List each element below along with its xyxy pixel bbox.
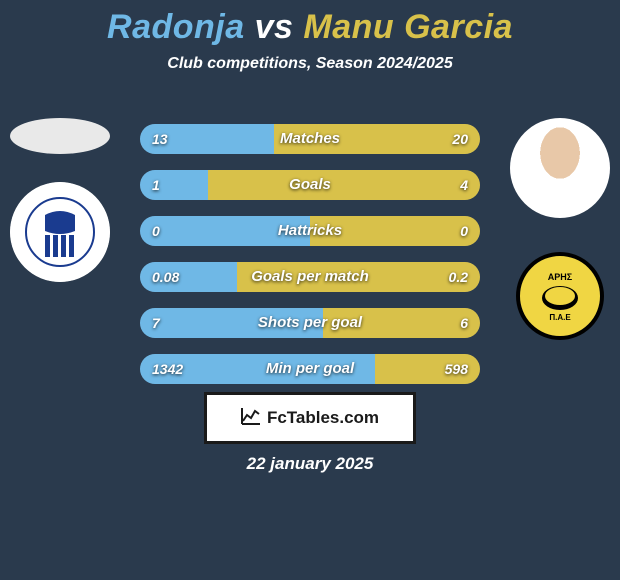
- chart-icon: [241, 407, 261, 430]
- player1-club-badge: [10, 182, 110, 282]
- stat-row: 14Goals: [140, 170, 480, 200]
- stat-label: Matches: [140, 124, 480, 154]
- aris-badge: ΑΡΗΣ Π.Α.Ε: [516, 252, 604, 340]
- stat-label: Shots per goal: [140, 308, 480, 338]
- stat-label: Goals: [140, 170, 480, 200]
- title-player1: Radonja: [107, 8, 245, 46]
- stat-label: Hattricks: [140, 216, 480, 246]
- svg-text:Π.Α.Ε: Π.Α.Ε: [549, 313, 571, 322]
- stat-row: 1342598Min per goal: [140, 354, 480, 384]
- brand-text: FcTables.com: [267, 408, 379, 428]
- stat-row: 0.080.2Goals per match: [140, 262, 480, 292]
- stat-row: 76Shots per goal: [140, 308, 480, 338]
- title-vs: vs: [255, 8, 294, 46]
- aris-badge-icon: ΑΡΗΣ Π.Α.Ε: [530, 266, 590, 326]
- title-player2: Manu Garcia: [303, 8, 513, 46]
- stats-bars: 1320Matches 14Goals 00Hattricks 0.080.2Goal…: [140, 124, 480, 400]
- lamia-badge-icon: [25, 197, 95, 267]
- player2-avatar: [510, 118, 610, 218]
- player1-avatar: [10, 118, 110, 154]
- stat-label: Goals per match: [140, 262, 480, 292]
- stat-label: Min per goal: [140, 354, 480, 384]
- brand-card: FcTables.com: [204, 392, 416, 444]
- header: Radonja vs Manu Garcia Club competitions…: [0, 0, 620, 77]
- left-avatar-column: [10, 118, 110, 310]
- player2-face-placeholder: [510, 118, 610, 218]
- footer-date: 22 january 2025: [0, 454, 620, 474]
- stat-row: 1320Matches: [140, 124, 480, 154]
- stat-row: 00Hattricks: [140, 216, 480, 246]
- right-avatar-column: ΑΡΗΣ Π.Α.Ε: [510, 118, 610, 374]
- subtitle: Club competitions, Season 2024/2025: [0, 55, 620, 73]
- lamia-badge: [10, 182, 110, 282]
- page-title: Radonja vs Manu Garcia: [0, 8, 620, 47]
- svg-text:ΑΡΗΣ: ΑΡΗΣ: [548, 272, 573, 282]
- player2-club-badge: ΑΡΗΣ Π.Α.Ε: [510, 246, 610, 346]
